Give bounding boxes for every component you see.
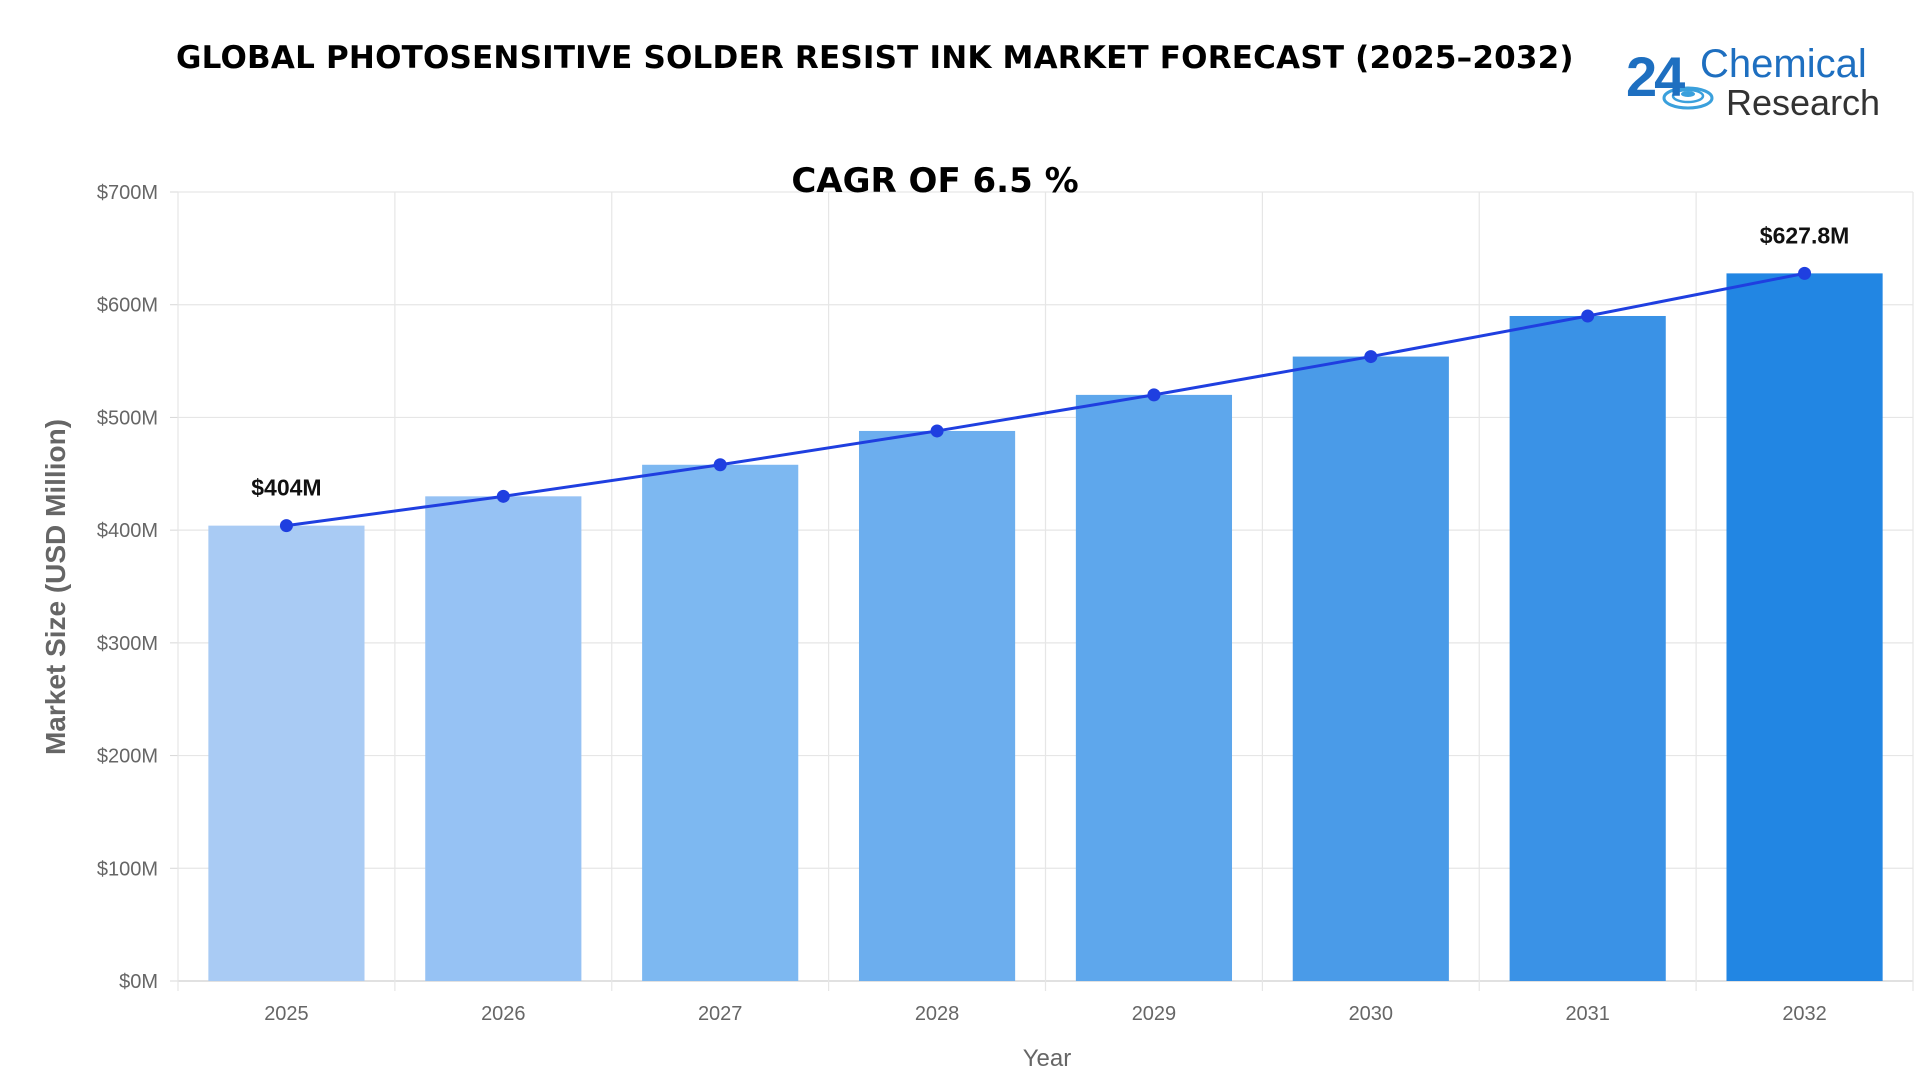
bar-2027 [642,464,799,982]
x-tick-label: 2025 [264,1003,309,1025]
y-tick-label: $700M [97,182,158,204]
bar-2029 [1075,394,1233,981]
labels: $0M $100M $200M $300M $400M $500M $600M $700M 20… [97,182,1849,1025]
trend-point-2026 [496,489,510,503]
x-tick-label: 2028 [915,1003,960,1025]
trend-point-2030 [1364,350,1378,364]
x-tick-label: 2030 [1349,1003,1394,1025]
trend-point-2027 [713,458,727,472]
page-title: GLOBAL PHOTOSENSITIVE SOLDER RESIST INK … [176,40,1574,76]
trend-point-2025 [279,519,293,533]
bar-2025 [208,525,365,981]
data-label-2025: $404M [251,475,321,501]
bar-2031 [1509,315,1666,981]
company-logo: 24 Chemical Research [1622,38,1892,128]
bar-2026 [425,496,582,981]
x-tick-label: 2027 [698,1003,743,1025]
y-tick-label: $200M [97,746,158,768]
x-axis-title: Year [1023,1045,1072,1072]
y-axis-title: Market Size (USD Million) [40,419,71,755]
bar-2032 [1726,273,1883,981]
x-tick-label: 2029 [1132,1003,1177,1025]
bar-2028 [858,430,1016,981]
x-tick-label: 2031 [1565,1003,1610,1025]
y-tick-label: $500M [97,407,158,429]
bar-2030 [1292,356,1449,981]
trend-point-2029 [1147,388,1161,402]
y-tick-label: $600M [97,295,158,317]
trend-point-2032 [1798,266,1812,280]
x-tick-label: 2026 [481,1003,526,1025]
data-label-2032: $627.8M [1760,222,1850,248]
y-tick-label: $400M [97,520,158,542]
trend-line-path [286,271,1805,528]
trend-point-2028 [930,424,944,438]
logo-text-chemical: Chemical [1700,42,1867,86]
trend-point-2031 [1581,309,1595,323]
chart-subtitle: CAGR OF 6.5 % [791,161,1078,201]
y-tick-label: $300M [97,633,158,655]
x-tick-label: 2032 [1782,1003,1827,1025]
y-tick-label: $100M [97,858,158,880]
logo-number: 24 [1626,45,1685,108]
trend-line [279,266,1812,533]
logo-swirl-icon [1662,86,1714,110]
bars [208,273,1883,982]
y-tick-label: $0M [119,971,158,993]
logo-text-research: Research [1726,82,1881,123]
